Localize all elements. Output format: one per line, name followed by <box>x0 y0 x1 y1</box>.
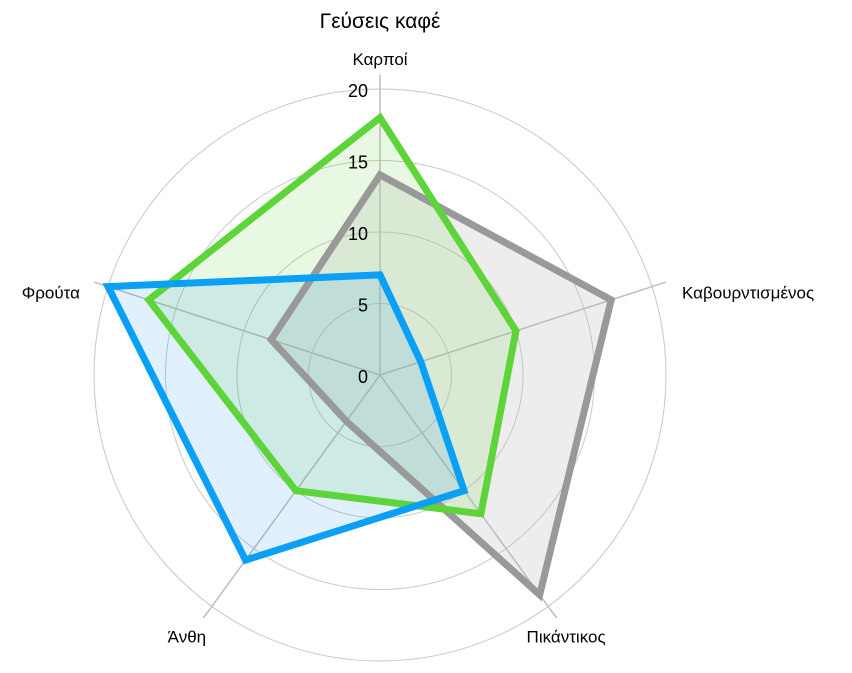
category-label: Καβουρντισμένος <box>682 284 814 303</box>
series-0-area <box>271 174 612 595</box>
category-label: Καρποί <box>352 50 407 69</box>
category-label: Άνθη <box>168 627 206 646</box>
category-labels: Καρποί Καβουρντισμένος Πικάντικος Άνθη Φρούτ… <box>22 50 814 646</box>
tick-label: 0 <box>358 367 368 387</box>
axis-spoke <box>379 281 666 376</box>
category-label: Φρούτα <box>22 284 80 303</box>
axis-spoke <box>379 374 558 619</box>
tick-labels: 0 5 10 15 20 <box>348 81 368 387</box>
axis-spoke <box>94 281 381 376</box>
series-group <box>102 112 616 602</box>
category-label: Πικάντικος <box>527 627 606 646</box>
tick-label: 15 <box>348 153 368 173</box>
tick-label: 10 <box>348 224 368 244</box>
series-2-line <box>102 271 469 565</box>
chart-title: Γεύσεις καφέ <box>320 10 441 33</box>
tick-label: 20 <box>348 81 368 101</box>
series-1-line <box>143 112 520 518</box>
tick-label: 5 <box>358 296 368 316</box>
series-2-area <box>108 274 465 561</box>
axis-spoke <box>202 374 381 619</box>
